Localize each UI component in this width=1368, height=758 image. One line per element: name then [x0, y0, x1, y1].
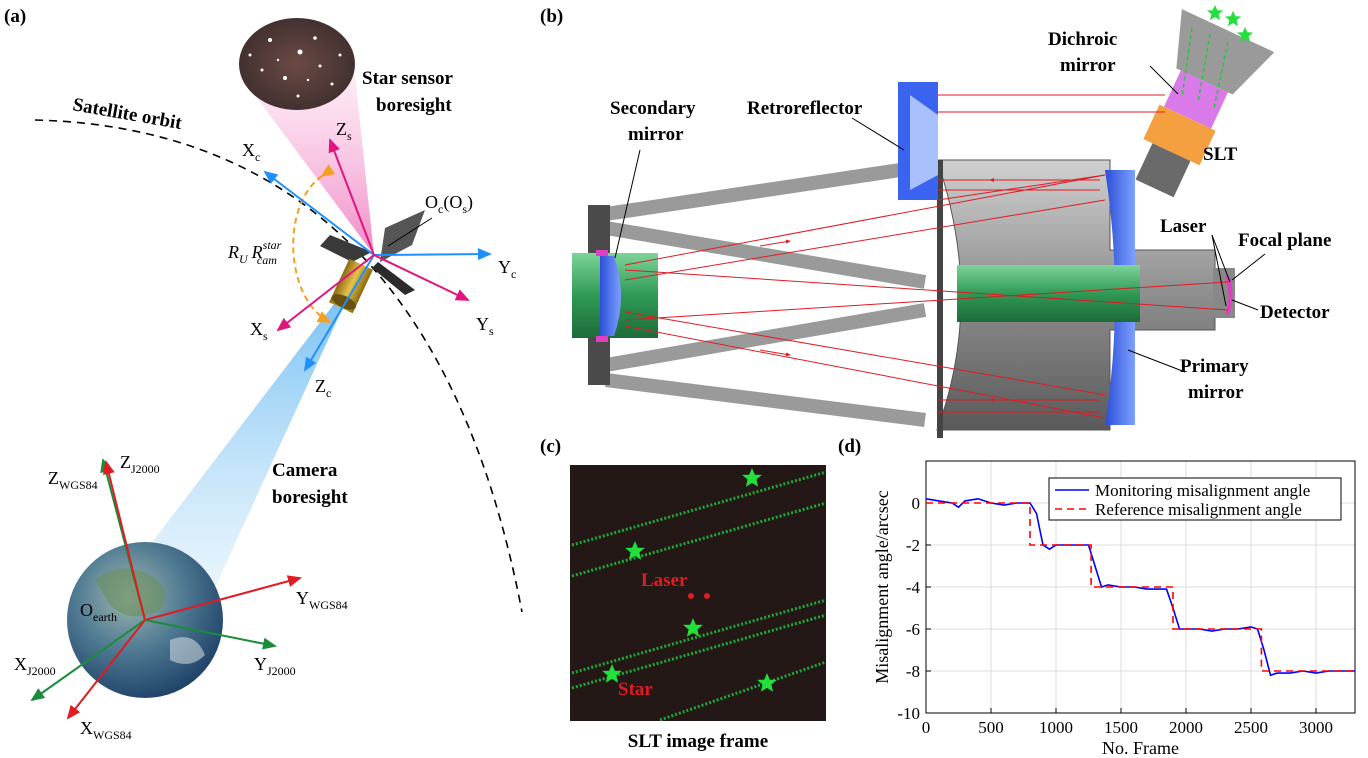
panel-label: (c): [540, 436, 561, 457]
orbit-label: Satellite orbit: [71, 94, 184, 134]
panel-d: (d) 0 500 1000 1500 2000 2500 3000 -10 -8 -6 -4 -2 0…: [838, 436, 1355, 758]
y-tick-label: -10: [897, 704, 920, 723]
laser-label: Laser: [1160, 216, 1207, 237]
laser-spot: [704, 593, 710, 599]
figure: (a): [0, 0, 1368, 758]
yc-label: Yc: [498, 257, 516, 281]
axis-yc: [374, 254, 490, 255]
y-wgs84-label: YWGS84: [296, 588, 348, 612]
y-tick-label: -4: [906, 578, 921, 597]
pad: [596, 336, 608, 342]
y-axis-label: Misalignment angle/arcsec: [872, 490, 892, 683]
x-tick-label: 1000: [1039, 718, 1073, 737]
y-tick-label: -8: [906, 662, 920, 681]
oc-label: Oc(Os): [425, 192, 473, 216]
slt-label: SLT: [1203, 144, 1237, 165]
laser-spot: [688, 593, 694, 599]
x-tick-label: 2500: [1234, 718, 1268, 737]
ys-label: Ys: [476, 314, 494, 338]
panel-label: (d): [838, 436, 861, 457]
y-tick-label: 0: [912, 494, 921, 513]
x-tick-label: 1500: [1104, 718, 1138, 737]
detector-label: Detector: [1260, 302, 1330, 323]
y-j2000-label: YJ2000: [254, 654, 296, 678]
xs-label: Xs: [250, 319, 268, 343]
housing-wall: [937, 160, 943, 438]
x-tick-label: 3000: [1299, 718, 1333, 737]
image-frame: [570, 465, 826, 721]
legend-label: Reference misalignment angle: [1095, 500, 1302, 519]
y-tick-label: -2: [906, 536, 920, 555]
star-icon: [1225, 11, 1241, 26]
x-tick-label: 500: [978, 718, 1004, 737]
panel-b: (b): [540, 5, 1331, 438]
z-wgs84-label: ZWGS84: [48, 468, 98, 492]
retroreflector-label: Retroreflector: [747, 98, 863, 119]
x-tick-label: 2000: [1169, 718, 1203, 737]
caption: SLT image frame: [628, 731, 768, 752]
panel-c: (c) Laser Star SLT image frame: [540, 436, 826, 752]
xc-label: Xc: [242, 140, 260, 164]
focal-plane-label: Focal plane: [1238, 230, 1331, 251]
y-tick-label: -6: [906, 620, 920, 639]
legend-label: Monitoring misalignment angle: [1095, 481, 1310, 500]
x-tick-label: 0: [922, 718, 931, 737]
z-j2000-label: ZJ2000: [120, 452, 160, 476]
panel-label: (a): [4, 6, 26, 27]
panel-a: (a): [4, 6, 522, 742]
star-icon: [1207, 5, 1223, 20]
axis-zc: [305, 255, 374, 370]
x-wgs84-label: XWGS84: [80, 718, 132, 742]
x-axis-label: No. Frame: [1102, 738, 1179, 758]
star-label: Star: [618, 679, 653, 700]
laser-label: Laser: [641, 570, 688, 591]
zc-label: Zc: [315, 376, 331, 400]
pad: [596, 250, 608, 256]
x-j2000-label: XJ2000: [14, 654, 56, 678]
panel-label: (b): [540, 6, 563, 27]
